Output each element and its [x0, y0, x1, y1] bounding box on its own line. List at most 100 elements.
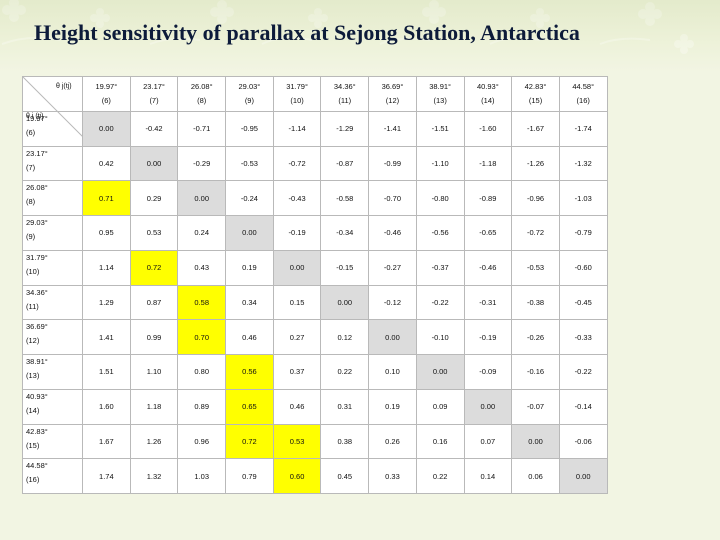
- header-row: θ j(tj) θ i (ti) 19.97° (6) 23.17° (7) 26.08°(…: [22, 76, 608, 137]
- value-cell: 0.56: [225, 354, 274, 390]
- row-header-index: (10): [26, 266, 40, 276]
- parallax-table: θ j(tj) θ i (ti) 19.97° (6) 23.17° (7) 26.08°(…: [22, 76, 608, 494]
- value-cell: 1.29: [82, 284, 131, 321]
- value-cell: -0.22: [415, 284, 465, 321]
- column-header: 29.03° (9): [225, 76, 274, 112]
- value-cell: -0.22: [558, 354, 608, 390]
- column-header-angle: 29.03°: [238, 81, 261, 91]
- value-cell: 0.19: [225, 249, 274, 286]
- row-header-angle: 36.69°: [26, 322, 48, 332]
- value-cell: 0.31: [320, 388, 370, 425]
- value-cell: 0.12: [320, 319, 370, 355]
- value-cell: -0.71: [177, 110, 227, 147]
- column-header-angle: 19.97°: [95, 81, 118, 91]
- column-header-index: (13): [433, 95, 447, 105]
- value-cell: -0.14: [558, 388, 608, 425]
- slide-title: Height sensitivity of parallax at Sejong…: [34, 20, 580, 45]
- value-cell: -0.27: [368, 249, 417, 286]
- value-cell: -0.46: [463, 249, 513, 286]
- row-header: 31.79° (10): [22, 249, 83, 286]
- value-cell: -1.18: [463, 145, 513, 182]
- value-cell: -1.26: [511, 145, 560, 182]
- column-header-index: (11): [338, 95, 352, 105]
- value-cell: -1.74: [558, 110, 608, 147]
- value-cell: -0.72: [511, 215, 560, 251]
- column-header-angle: 36.69°: [381, 81, 404, 91]
- row-header-angle: 34.36°: [26, 287, 48, 297]
- value-cell: 0.24: [177, 215, 227, 251]
- value-cell: 1.32: [129, 458, 179, 494]
- value-cell: 0.43: [177, 249, 227, 286]
- row-header-index: (14): [26, 405, 40, 415]
- value-cell: -0.89: [463, 180, 513, 216]
- column-header-angle: 31.79°: [286, 81, 308, 91]
- column-header-angle: 40.93°: [476, 81, 499, 91]
- value-cell: 0.10: [368, 354, 417, 390]
- value-cell: 1.18: [129, 388, 179, 425]
- value-cell: -0.10: [415, 319, 465, 355]
- value-cell: -0.65: [463, 215, 513, 251]
- value-cell: 0.96: [177, 423, 227, 460]
- value-cell: 0.53: [272, 423, 322, 460]
- value-cell: -0.58: [320, 180, 370, 216]
- table-row: 31.79° (10) 1.14 0.72 0.43 0.19 0.00 -0.15 -0.27…: [22, 249, 608, 286]
- row-header-index: (8): [26, 197, 36, 207]
- value-cell: 0.72: [225, 423, 274, 460]
- row-header: 40.93° (14): [22, 388, 83, 425]
- value-cell: 0.00: [320, 284, 370, 321]
- row-header-angle: 23.17°: [26, 148, 48, 158]
- value-cell: 0.09: [415, 388, 465, 425]
- column-header: 42.83° (15): [511, 76, 560, 112]
- value-cell: -0.16: [511, 354, 560, 390]
- value-cell: 0.00: [368, 319, 417, 355]
- value-cell: -0.53: [511, 249, 560, 286]
- table-row: 44.58° (16) 1.74 1.32 1.03 0.79 0.60 0.45 0.33 0.…: [22, 458, 608, 494]
- value-cell: -0.12: [368, 284, 417, 321]
- table-row: 42.83° (15) 1.67 1.26 0.96 0.72 0.53 0.38 0.26 0.…: [22, 423, 608, 460]
- column-header-index: (7): [149, 95, 159, 105]
- row-header-index: (7): [26, 162, 36, 172]
- row-header-angle: 26.08°: [26, 183, 48, 193]
- column-header-index: (12): [385, 95, 400, 105]
- value-cell: 0.45: [320, 458, 370, 494]
- value-cell: -0.43: [272, 180, 322, 216]
- value-cell: -0.70: [368, 180, 417, 216]
- row-header-angle: 42.83°: [26, 426, 48, 436]
- value-cell: -0.42: [129, 110, 179, 147]
- value-cell: -1.29: [320, 110, 370, 147]
- value-cell: 1.51: [82, 354, 131, 390]
- value-cell: -0.26: [511, 319, 560, 355]
- column-header: 31.79° (10): [272, 76, 322, 112]
- value-cell: 0.34: [225, 284, 274, 321]
- column-header-angle: 34.36°: [333, 81, 356, 91]
- corner-cell: θ j(tj) θ i (ti): [22, 76, 83, 137]
- corner-row-label: θ i (ti): [26, 113, 44, 120]
- row-header: 44.58° (16): [22, 458, 83, 494]
- row-header-angle: 38.91°: [26, 357, 48, 366]
- column-header: 38.91° (13): [415, 76, 465, 112]
- value-cell: -1.41: [368, 110, 417, 147]
- table-row: 36.69° (12) 1.41 0.99 0.70 0.46 0.27 0.12 0.00 -0…: [22, 319, 608, 355]
- value-cell: 0.06: [511, 458, 560, 494]
- row-header-index: (13): [26, 371, 40, 380]
- row-header-index: (6): [26, 127, 36, 137]
- value-cell: 0.14: [463, 458, 513, 494]
- value-cell: 1.74: [82, 458, 131, 494]
- column-header-index: (8): [197, 95, 207, 105]
- table-row: 29.03° (9) 0.95 0.53 0.24 0.00 -0.19 -0.34 -0.46…: [22, 215, 608, 251]
- column-header-angle: 23.17°: [143, 81, 165, 91]
- table-row: 40.93° (14) 1.60 1.18 0.89 0.65 0.46 0.31 0.19 0.…: [22, 388, 608, 425]
- column-header-index: (6): [101, 95, 111, 105]
- row-header-angle: 19.97°: [26, 113, 48, 123]
- value-cell: -0.79: [558, 215, 608, 251]
- column-header-index: (15): [528, 95, 543, 105]
- corner-col-label: θ j(tj): [56, 83, 72, 90]
- value-cell: 0.37: [272, 354, 322, 390]
- value-cell: -0.09: [463, 354, 513, 390]
- value-cell: 0.71: [82, 180, 131, 216]
- value-cell: 0.00: [129, 145, 179, 182]
- value-cell: -1.60: [463, 110, 513, 147]
- value-cell: 0.16: [415, 423, 465, 460]
- value-cell: -0.60: [558, 249, 608, 286]
- value-cell: 0.22: [320, 354, 370, 390]
